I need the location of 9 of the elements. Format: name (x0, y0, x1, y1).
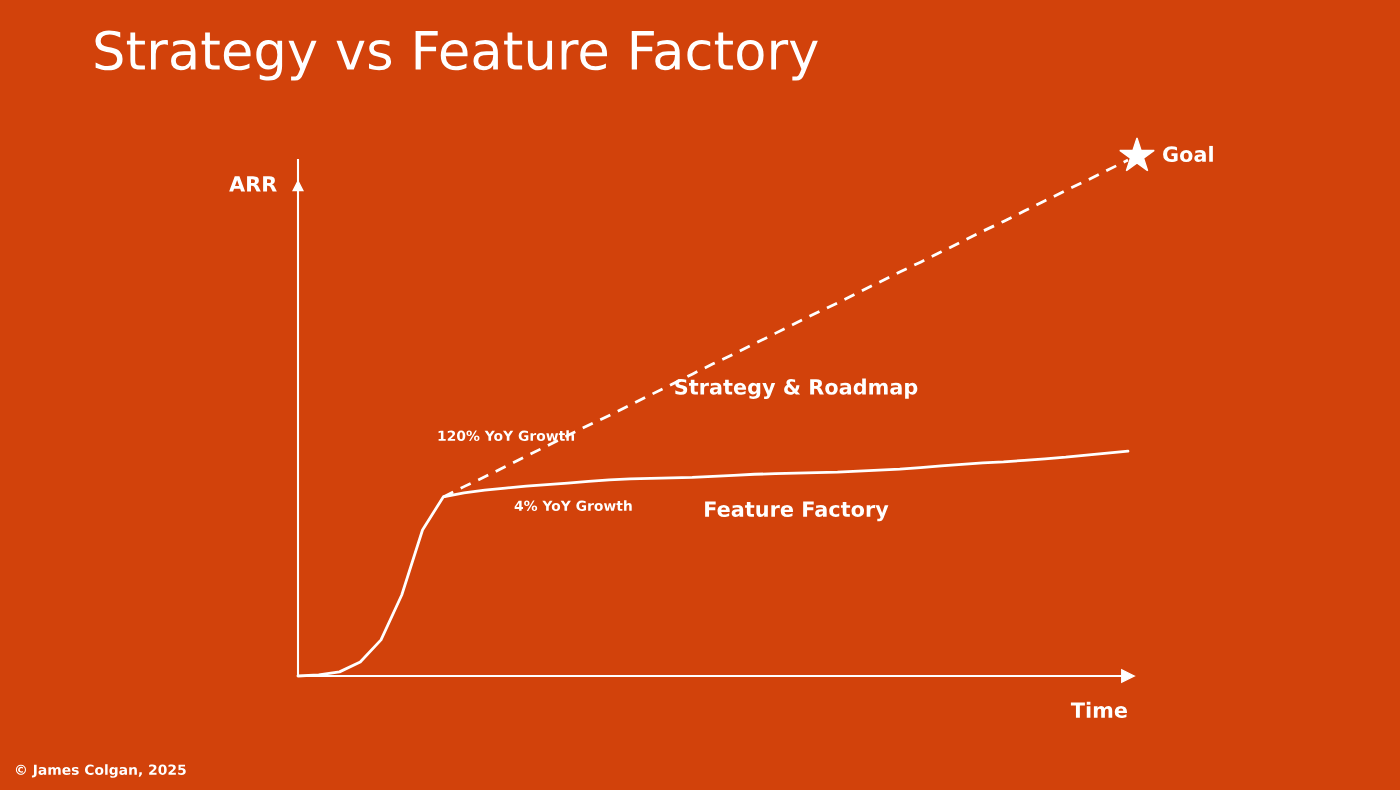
annotation: 4% YoY Growth (514, 500, 632, 512)
x-axis-title: Time (1070, 701, 1127, 718)
series-label: Feature Factory (705, 501, 889, 522)
annotation: 120% YoY Growth (438, 430, 575, 442)
text: Goal (1163, 145, 1213, 163)
series-label: Strategy & Roadmap (675, 378, 918, 399)
text: © James Colgan, 2025 (15, 764, 186, 778)
chart-title: Strategy vs Feature Factory (95, 30, 818, 81)
y-axis-title: ARR (229, 176, 277, 192)
